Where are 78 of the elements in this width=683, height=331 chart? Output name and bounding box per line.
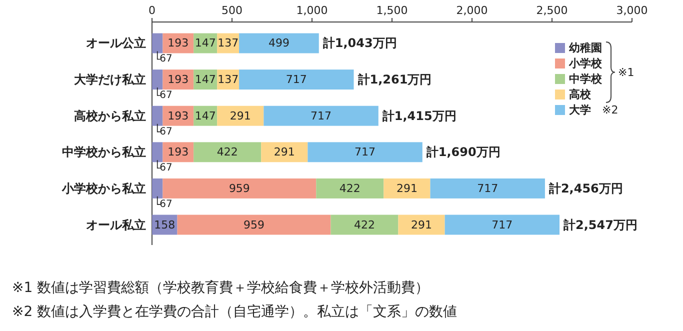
data-label: 717 bbox=[310, 109, 332, 122]
data-label: 137 bbox=[218, 36, 239, 50]
bar bbox=[194, 142, 262, 162]
bar bbox=[162, 178, 316, 198]
bar bbox=[177, 214, 331, 235]
bar bbox=[316, 178, 384, 198]
y-tick-label: 大学だけ私立 bbox=[74, 72, 146, 87]
data-label: 717 bbox=[286, 73, 307, 86]
text: ※1 数値は学習費総額（学校教育費＋学校給食費＋学校外活動費） bbox=[12, 279, 430, 296]
total-label: 計1,690万円 bbox=[425, 145, 500, 160]
total-label: 計2,547万円 bbox=[562, 218, 638, 232]
data-label: 959 bbox=[228, 182, 250, 195]
data-label: 291 bbox=[396, 182, 418, 195]
data-label: 147 bbox=[194, 109, 216, 122]
data-label: 147 bbox=[194, 36, 216, 50]
data-label: 291 bbox=[230, 109, 251, 122]
data-label: 959 bbox=[244, 218, 264, 232]
data-label: 291 bbox=[411, 218, 432, 232]
bar bbox=[239, 33, 319, 54]
bar bbox=[261, 142, 308, 162]
annotation: ※2 bbox=[602, 104, 618, 116]
x-tick-label: 1,000 bbox=[296, 4, 328, 17]
data-label: 717 bbox=[477, 182, 498, 195]
data-label: 193 bbox=[168, 73, 189, 86]
data-label: 422 bbox=[339, 182, 360, 195]
data-label: 193 bbox=[168, 146, 189, 159]
data-label: 67 bbox=[160, 162, 172, 174]
legend-label: 高校 bbox=[569, 88, 592, 101]
bar bbox=[444, 214, 560, 235]
x-tick-label: 3,000 bbox=[616, 4, 648, 17]
text: ※2 数値は入学費と在学費の合計（自宅通学）。私立は「文系」の数値 bbox=[12, 304, 458, 320]
total-label: 計2,456万円 bbox=[548, 181, 623, 196]
bar bbox=[239, 70, 354, 90]
data-label: 67 bbox=[160, 54, 172, 65]
x-tick-label: 2,000 bbox=[456, 4, 488, 17]
bar bbox=[308, 142, 422, 162]
data-label: 67 bbox=[160, 126, 172, 138]
x-tick-label: 500 bbox=[222, 4, 242, 17]
x-tick-label: 1,500 bbox=[376, 4, 408, 17]
annotation: ※1 bbox=[618, 66, 634, 79]
y-tick-label: オール公立 bbox=[86, 36, 146, 50]
bar bbox=[152, 106, 163, 126]
bar bbox=[152, 33, 163, 54]
total-label: 計1,261万円 bbox=[356, 72, 432, 87]
data-label: 499 bbox=[268, 36, 290, 50]
legend-label: 大学 bbox=[569, 104, 591, 116]
y-tick-label: オール私立 bbox=[86, 218, 146, 232]
data-label: 422 bbox=[354, 218, 375, 232]
data-label: 193 bbox=[168, 109, 189, 122]
data-label: 67 bbox=[160, 198, 172, 210]
bar bbox=[398, 214, 445, 235]
legend-label: 小学校 bbox=[568, 57, 603, 70]
data-label: 137 bbox=[218, 73, 239, 86]
bar bbox=[330, 214, 398, 235]
x-tick-label: 2,500 bbox=[536, 4, 568, 17]
bar bbox=[152, 178, 163, 198]
bar bbox=[152, 142, 163, 162]
bar bbox=[264, 106, 378, 126]
data-label: 158 bbox=[154, 218, 176, 232]
data-label: 422 bbox=[216, 146, 238, 159]
bar bbox=[430, 178, 545, 198]
x-tick-label: 0 bbox=[148, 4, 156, 17]
legend-label: 幼稚園 bbox=[568, 42, 602, 54]
bar bbox=[152, 70, 163, 90]
y-tick-label: 小学校から私立 bbox=[61, 181, 146, 196]
bar bbox=[217, 106, 264, 126]
y-tick-label: 中学校から私立 bbox=[62, 145, 146, 160]
bar bbox=[384, 178, 430, 198]
data-label: 67 bbox=[160, 90, 172, 102]
data-label: 193 bbox=[168, 36, 189, 50]
total-label: 計1,043万円 bbox=[322, 36, 397, 50]
legend-label: 中学校 bbox=[569, 72, 603, 86]
data-label: 291 bbox=[274, 146, 295, 159]
data-label: 717 bbox=[354, 146, 376, 159]
y-tick-label: 高校から私立 bbox=[74, 108, 146, 123]
total-label: 計1,415万円 bbox=[381, 108, 456, 123]
data-label: 147 bbox=[194, 73, 216, 86]
data-label: 717 bbox=[492, 218, 513, 232]
